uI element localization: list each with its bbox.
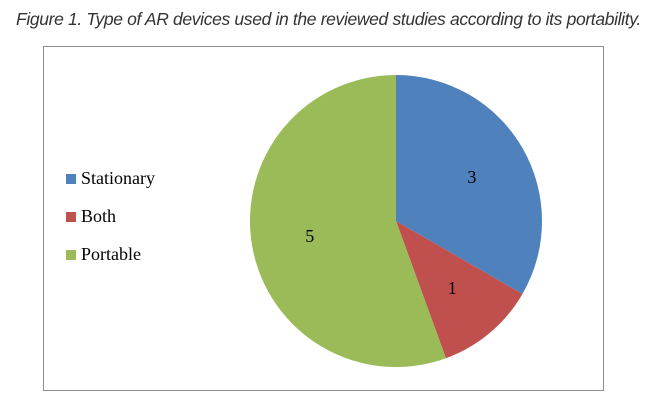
- pie-slice-both: [396, 221, 523, 359]
- legend-item-stationary: Stationary: [66, 168, 155, 188]
- pie-slice-portable: [250, 75, 446, 367]
- chart-legend: Stationary Both Portable: [66, 168, 155, 283]
- legend-item-both: Both: [66, 206, 155, 226]
- data-label-portable: 5: [305, 226, 314, 246]
- legend-item-portable: Portable: [66, 244, 155, 264]
- chart-area: 3 1 5 Stationary Both Portable: [43, 46, 604, 391]
- legend-label: Portable: [81, 244, 141, 264]
- pie-slice-stationary: [396, 75, 543, 294]
- legend-swatch: [66, 211, 76, 222]
- legend-label: Both: [81, 206, 117, 226]
- legend-label: Stationary: [81, 168, 155, 188]
- data-label-both: 1: [448, 278, 457, 298]
- pie-chart: 3 1 5: [250, 75, 543, 367]
- legend-swatch: [66, 173, 76, 184]
- legend-swatch: [66, 249, 76, 260]
- data-label-stationary: 3: [467, 167, 476, 187]
- figure-caption: Figure 1. Type of AR devices used in the…: [16, 9, 641, 29]
